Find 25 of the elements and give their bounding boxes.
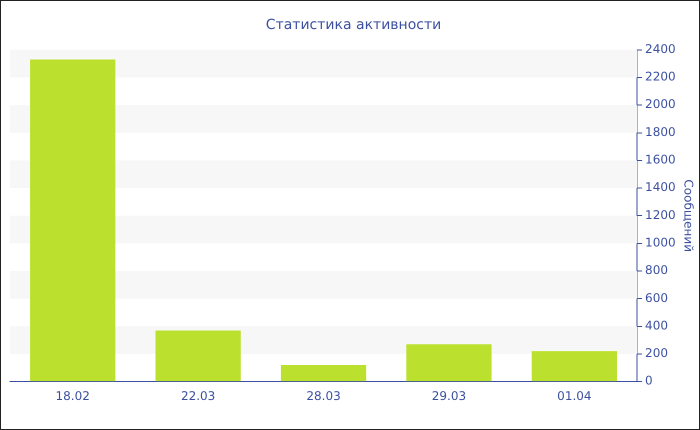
y2-tick-label: 1400 bbox=[645, 180, 676, 194]
x-tick-label: 18.02 bbox=[56, 388, 90, 403]
x-tick-label: 29.03 bbox=[432, 388, 466, 403]
chart-title: Статистика активности bbox=[266, 17, 442, 34]
x-tick-label: 22.03 bbox=[180, 388, 216, 403]
y2-tick-label: 1200 bbox=[645, 208, 676, 222]
y2-tick-label: 1000 bbox=[645, 235, 676, 250]
y2-tick-label: 0 bbox=[645, 374, 653, 388]
y2-tick-label: 1800 bbox=[645, 124, 676, 139]
bar bbox=[280, 365, 366, 382]
y2-tick-label: 2000 bbox=[645, 97, 676, 112]
x-tick-label: 01.04 bbox=[557, 388, 592, 403]
bar bbox=[532, 351, 617, 382]
bar bbox=[30, 59, 116, 382]
x-tick-label: 28.03 bbox=[306, 388, 341, 403]
bar bbox=[155, 330, 241, 382]
bar bbox=[406, 344, 492, 382]
y2-axis-title: Сообщений bbox=[682, 179, 696, 252]
y2-tick-label: 2400 bbox=[645, 42, 676, 56]
y2-tick-label: 800 bbox=[645, 263, 668, 278]
y2-tick-label: 200 bbox=[645, 346, 668, 360]
y2-tick-label: 600 bbox=[645, 290, 668, 305]
y2-tick-label: 1600 bbox=[645, 152, 676, 167]
y2-tick-label: 400 bbox=[645, 318, 668, 332]
y2-tick-label: 2200 bbox=[645, 70, 676, 84]
